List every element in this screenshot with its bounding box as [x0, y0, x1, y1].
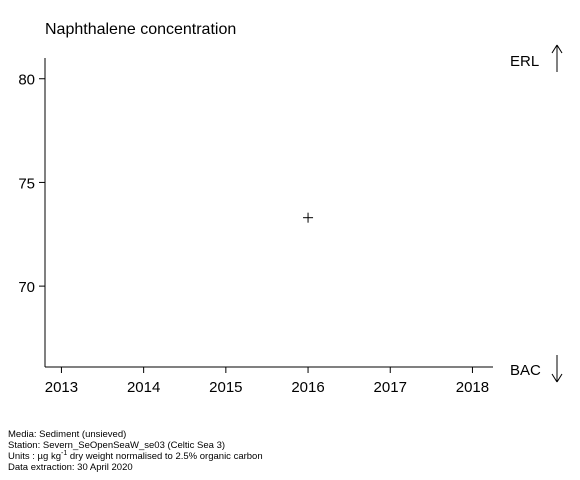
axes	[44, 58, 493, 368]
station-text: Station: Severn_SeOpenSeaW_se03 (Celtic …	[8, 440, 226, 451]
x-ticks: 2013 2014 2015 2016 2017 2018	[45, 367, 489, 396]
arrow-up-icon	[551, 44, 563, 72]
erl-label: ERL	[510, 53, 539, 70]
extraction-text: Data extraction: 30 April 2020	[8, 462, 133, 473]
x-tick-label-2014: 2014	[127, 379, 160, 396]
y-ticks: 70 75 80	[18, 72, 45, 296]
y-tick-label-75: 75	[18, 175, 35, 192]
arrow-down-icon	[551, 355, 563, 383]
y-tick-label-80: 80	[18, 72, 35, 89]
chart-title: Naphthalene concentration	[45, 21, 236, 38]
x-tick-label-2016: 2016	[291, 379, 324, 396]
erl-marker: ERL	[510, 44, 563, 72]
x-tick-label-2017: 2017	[374, 379, 407, 396]
data-point-1	[303, 212, 314, 223]
bac-label: BAC	[510, 362, 541, 379]
chart-footer: Media: Sediment (unsieved) Station: Seve…	[8, 429, 263, 473]
units-suffix: dry weight normalised to 2.5% organic ca…	[67, 451, 263, 462]
y-tick-label-70: 70	[18, 279, 35, 296]
x-tick-label-2015: 2015	[209, 379, 242, 396]
units-text: Units : µg kg-1 dry weight normalised to…	[8, 450, 263, 462]
units-superscript: -1	[61, 450, 68, 457]
data-points	[303, 212, 314, 223]
units-prefix: Units : µg kg	[8, 451, 61, 462]
media-text: Media: Sediment (unsieved)	[8, 429, 127, 440]
x-tick-label-2013: 2013	[45, 379, 78, 396]
bac-marker: BAC	[510, 355, 563, 383]
x-tick-label-2018: 2018	[456, 379, 489, 396]
